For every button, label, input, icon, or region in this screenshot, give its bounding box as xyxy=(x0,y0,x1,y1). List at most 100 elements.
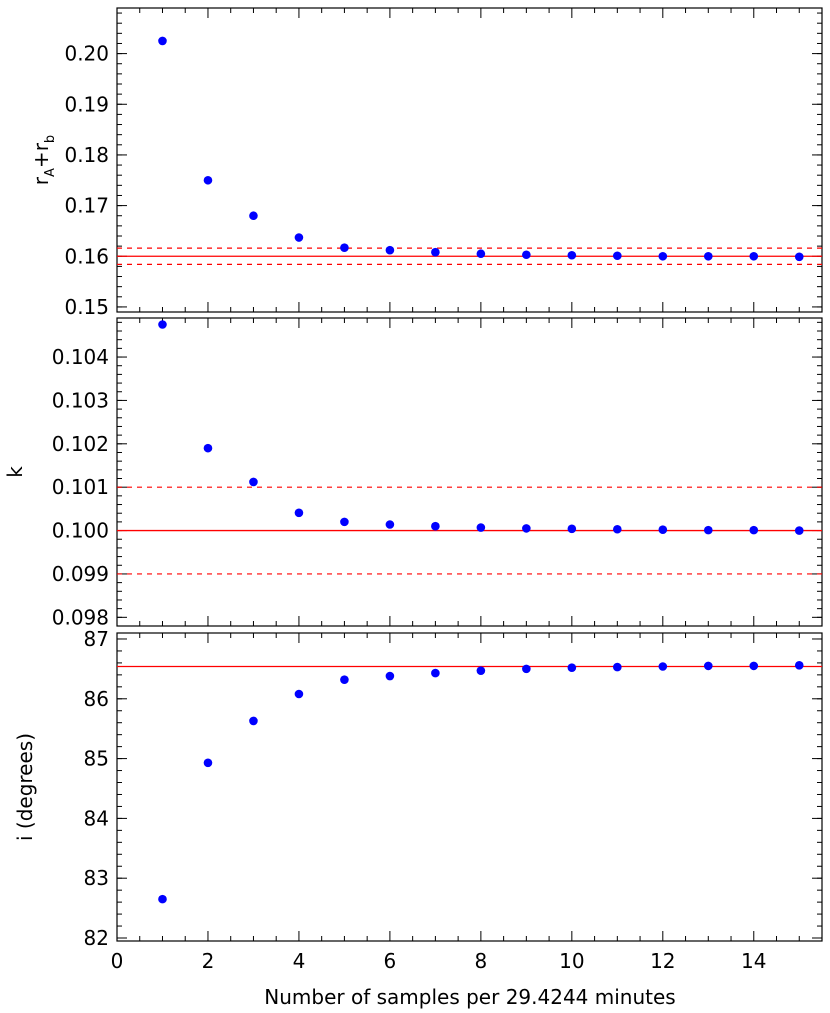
panel-3-y-axis-label: i (degrees) xyxy=(13,733,37,841)
panel-2-points xyxy=(158,320,804,535)
y-tick-label: 0.20 xyxy=(64,42,109,66)
panel-2-reference-lines xyxy=(117,486,822,575)
data-point xyxy=(658,251,668,261)
x-tick-label: 2 xyxy=(202,949,215,973)
y-tick-label: 0.098 xyxy=(52,605,109,629)
data-point xyxy=(249,477,258,487)
data-point xyxy=(567,663,577,672)
panel-2-y-axis-label: k xyxy=(3,466,27,478)
data-point xyxy=(567,250,577,260)
y-tick-label: 84 xyxy=(84,806,109,830)
data-point xyxy=(340,517,349,527)
x-tick-label: 4 xyxy=(293,949,306,973)
y-tick-label: 0.100 xyxy=(52,519,109,543)
ylabel-sub-b: b xyxy=(43,135,58,143)
data-point xyxy=(749,251,759,261)
ylabel-sub-a: A xyxy=(43,168,58,177)
panel-1-y-tick-labels: 0.15 0.16 0.17 0.18 0.19 0.20 xyxy=(64,42,109,319)
data-point xyxy=(203,175,213,185)
panel-1-ticks xyxy=(116,8,823,312)
data-point xyxy=(476,666,486,675)
data-point xyxy=(658,525,668,534)
data-point xyxy=(794,660,804,670)
y-tick-label: 0.18 xyxy=(64,143,109,167)
data-point xyxy=(340,243,349,252)
data-point xyxy=(158,36,167,46)
data-point xyxy=(476,523,486,532)
y-tick-label: 85 xyxy=(84,747,109,771)
y-tick-label: 82 xyxy=(84,926,109,950)
x-tick-label: 10 xyxy=(559,949,584,973)
panel-2-y-tick-labels: 0.098 0.099 0.100 0.101 0.102 0.103 0.104 xyxy=(52,345,109,629)
panel-1-y-axis-label: rA+rb xyxy=(29,135,58,185)
ylabel-r-a: r xyxy=(29,176,53,185)
data-point xyxy=(522,524,531,533)
x-tick-label: 14 xyxy=(741,949,766,973)
data-point xyxy=(294,508,304,518)
x-tick-label: 0 xyxy=(111,949,124,973)
data-point xyxy=(613,524,622,534)
data-point xyxy=(385,520,395,529)
ylabel-r-b: r xyxy=(29,142,53,151)
panel-3-frame xyxy=(116,632,823,942)
panel-1-points xyxy=(158,36,804,262)
x-tick-label: 8 xyxy=(475,949,488,973)
panel-3-y-tick-labels: 82 83 84 85 86 87 xyxy=(84,627,109,950)
y-tick-label: 83 xyxy=(84,866,109,890)
data-point xyxy=(522,250,531,260)
data-point xyxy=(431,247,440,257)
y-tick-label: 0.16 xyxy=(64,244,109,268)
data-point xyxy=(431,521,440,531)
data-point xyxy=(703,525,713,535)
data-point xyxy=(294,233,304,242)
panel-1-reference-lines xyxy=(117,247,822,265)
panel-2-frame xyxy=(116,317,823,627)
data-point xyxy=(203,758,213,768)
y-tick-label: 87 xyxy=(84,627,109,651)
data-point xyxy=(703,661,713,671)
data-point xyxy=(385,245,395,255)
y-tick-label: 0.104 xyxy=(52,345,109,369)
data-point xyxy=(749,661,759,671)
x-tick-label: 6 xyxy=(384,949,397,973)
y-tick-label: 0.15 xyxy=(64,295,109,319)
data-point xyxy=(658,662,668,671)
y-tick-label: 0.19 xyxy=(64,92,109,116)
panel-2-ticks xyxy=(116,318,823,627)
panel-1: 0.150.160.170.180.190.20 rA+rb xyxy=(29,7,823,319)
y-tick-label: 0.099 xyxy=(52,562,109,586)
data-point xyxy=(794,252,804,262)
data-point xyxy=(158,320,167,329)
y-tick-label: 0.103 xyxy=(52,388,109,412)
data-point xyxy=(249,716,258,726)
y-tick-label: 0.102 xyxy=(52,432,109,456)
x-axis-label: Number of samples per 29.4244 minutes xyxy=(264,985,675,1009)
data-point xyxy=(385,671,395,681)
panel-3-x-tick-labels: 0 2 4 6 8 10 12 14 xyxy=(111,949,767,973)
y-tick-label: 0.101 xyxy=(52,475,109,499)
panel-3-points xyxy=(158,660,804,904)
data-point xyxy=(703,251,713,261)
data-point xyxy=(294,689,304,699)
data-point xyxy=(613,251,622,261)
panel-3: 82 83 84 85 86 87 0 2 4 6 8 10 12 14 i (degrees) Num… xyxy=(13,627,823,1009)
data-point xyxy=(340,675,349,684)
y-tick-label: 0.17 xyxy=(64,194,109,218)
data-point xyxy=(203,443,213,453)
data-point xyxy=(431,668,440,678)
x-tick-label: 12 xyxy=(650,949,675,973)
panel-3-ticks xyxy=(116,633,823,941)
data-point xyxy=(476,249,486,259)
data-point xyxy=(158,894,167,904)
panel-2: 0.098 0.099 0.100 0.101 0.102 0.103 0.104 k xyxy=(3,317,823,629)
data-point xyxy=(567,524,577,534)
panel-1-frame xyxy=(116,7,823,313)
data-point xyxy=(613,662,622,672)
data-point xyxy=(522,664,531,674)
y-tick-label: 86 xyxy=(84,687,109,711)
data-point xyxy=(249,211,258,221)
ylabel-plus: + xyxy=(29,151,53,168)
data-point xyxy=(794,526,804,535)
data-point xyxy=(749,525,759,535)
